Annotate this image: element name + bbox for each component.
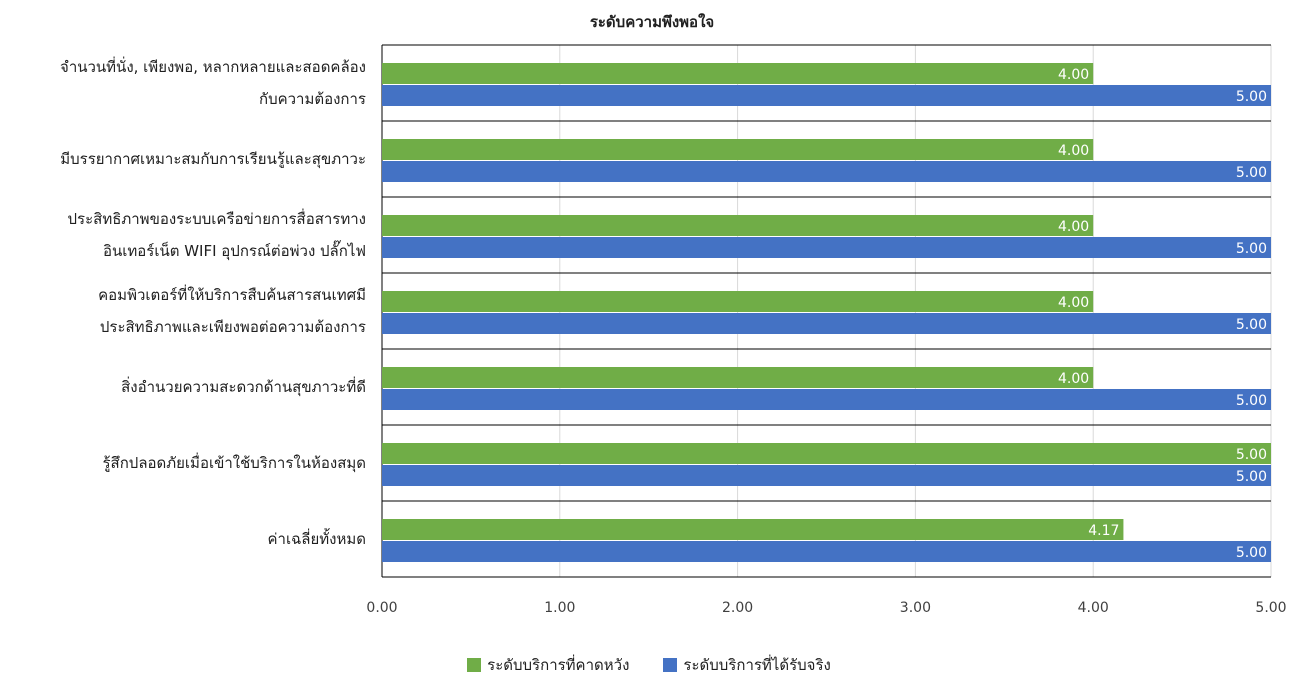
data-label-0-5: 5.00 — [1236, 447, 1267, 463]
category-label-line: ค่าเฉลี่ยทั้งหมด — [267, 530, 366, 548]
data-label-0-1: 4.00 — [1058, 143, 1089, 159]
category-label-4: สิ่งอำนวยความสะดวกด้านสุขภาวะที่ดี — [0, 371, 366, 403]
bar-0-5 — [382, 443, 1271, 464]
category-label-2: ประสิทธิภาพของระบบเครือข่ายการสื่อสารทาง… — [0, 203, 366, 267]
data-label-0-0: 4.00 — [1058, 67, 1089, 83]
chart-title: ระดับความพึงพอใจ — [589, 13, 715, 31]
category-label-line: มีบรรยากาศเหมาะสมกับการเรียนรู้และสุขภาว… — [60, 150, 366, 168]
category-label-5: รู้สึกปลอดภัยเมื่อเข้าใช้บริการในห้องสมุ… — [0, 447, 367, 479]
category-label-line: ประสิทธิภาพและเพียงพอต่อความต้องการ — [99, 318, 366, 336]
data-label-1-2: 5.00 — [1236, 241, 1267, 257]
x-tick-label-4: 4.00 — [1077, 600, 1109, 616]
x-tick-label-2: 2.00 — [722, 600, 754, 616]
legend: ระดับบริการที่คาดหวัง ระดับบริการที่ได้ร… — [0, 653, 1298, 677]
bar-0-3 — [382, 291, 1094, 312]
bar-1-6 — [382, 541, 1271, 562]
category-label-1: มีบรรยากาศเหมาะสมกับการเรียนรู้และสุขภาว… — [0, 143, 366, 175]
legend-item-actual: ระดับบริการที่ได้รับจริง — [663, 653, 831, 677]
category-label-line: กับความต้องการ — [258, 90, 366, 108]
x-tick-label-5: 5.00 — [1255, 600, 1287, 616]
bar-0-2 — [382, 215, 1094, 236]
data-label-0-2: 4.00 — [1058, 219, 1089, 235]
category-label-line: รู้สึกปลอดภัยเมื่อเข้าใช้บริการในห้องสมุ… — [102, 454, 367, 472]
x-tick-label-0: 0.00 — [366, 600, 398, 616]
category-label-3: คอมพิวเตอร์ที่ให้บริการสืบค้นสารสนเทศมีป… — [0, 279, 366, 343]
legend-label-expected: ระดับบริการที่คาดหวัง — [487, 656, 630, 674]
bar-0-4 — [382, 367, 1094, 388]
legend-item-expected: ระดับบริการที่คาดหวัง — [467, 653, 629, 677]
category-label-0: จำนวนที่นั่ง, เพียงพอ, หลากหลายและสอดคล้… — [0, 51, 366, 115]
category-label-line: ประสิทธิภาพของระบบเครือข่ายการสื่อสารทาง — [67, 210, 366, 228]
legend-swatch-actual — [663, 658, 678, 672]
bar-1-2 — [382, 237, 1271, 258]
data-label-0-3: 4.00 — [1058, 295, 1089, 311]
data-label-0-4: 4.00 — [1058, 371, 1089, 387]
category-label-line: อินเทอร์เน็ต WIFI อุปกรณ์ต่อพ่วง ปลั๊กไฟ — [102, 242, 366, 260]
category-label-line: จำนวนที่นั่ง, เพียงพอ, หลากหลายและสอดคล้… — [60, 58, 366, 76]
data-label-1-3: 5.00 — [1236, 317, 1267, 333]
legend-swatch-expected — [467, 658, 482, 672]
bar-1-4 — [382, 389, 1271, 410]
category-label-line: คอมพิวเตอร์ที่ให้บริการสืบค้นสารสนเทศมี — [98, 286, 366, 304]
data-label-1-6: 5.00 — [1236, 545, 1267, 561]
legend-label-actual: ระดับบริการที่ได้รับจริง — [683, 656, 831, 674]
bar-0-1 — [382, 139, 1094, 160]
bar-1-3 — [382, 313, 1271, 334]
bar-0-6 — [382, 519, 1124, 540]
x-tick-label-3: 3.00 — [899, 600, 931, 616]
data-label-0-6: 4.17 — [1088, 523, 1119, 539]
data-label-1-4: 5.00 — [1236, 393, 1267, 409]
x-tick-label-1: 1.00 — [544, 600, 576, 616]
data-label-1-5: 5.00 — [1236, 469, 1267, 485]
bar-0-0 — [382, 63, 1094, 84]
data-label-1-1: 5.00 — [1236, 165, 1267, 181]
category-label-line: สิ่งอำนวยความสะดวกด้านสุขภาวะที่ดี — [121, 378, 366, 396]
bar-1-0 — [382, 85, 1271, 106]
data-label-1-0: 5.00 — [1236, 89, 1267, 105]
category-label-6: ค่าเฉลี่ยทั้งหมด — [0, 523, 366, 555]
bar-1-1 — [382, 161, 1271, 182]
bar-1-5 — [382, 465, 1271, 486]
